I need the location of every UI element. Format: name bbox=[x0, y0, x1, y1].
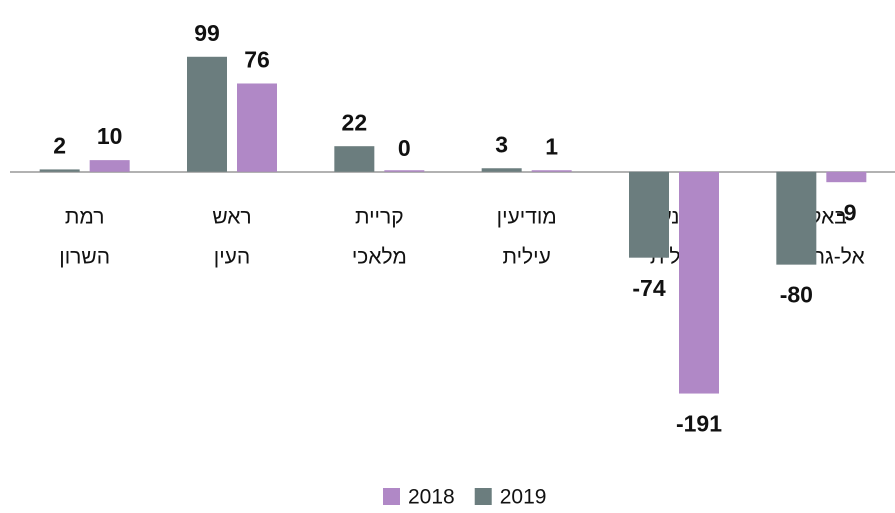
value-label: -191 bbox=[676, 411, 722, 437]
value-label: 76 bbox=[244, 47, 270, 73]
value-label: -74 bbox=[632, 275, 665, 301]
bar bbox=[679, 171, 719, 394]
legend-label: 2018 bbox=[408, 486, 455, 509]
x-tick-label: קריית bbox=[355, 206, 404, 229]
bar bbox=[776, 171, 817, 265]
value-label: 0 bbox=[398, 135, 411, 161]
x-tick-label: העין bbox=[214, 246, 250, 269]
x-tick-label: עילית bbox=[502, 246, 550, 269]
value-label: 22 bbox=[342, 109, 368, 135]
x-tick-label: השרון bbox=[59, 246, 110, 269]
bar bbox=[826, 171, 867, 183]
value-label: 10 bbox=[97, 123, 123, 149]
x-tick-label: רמת bbox=[65, 206, 105, 229]
value-label: -9 bbox=[836, 199, 856, 225]
value-label: 3 bbox=[495, 131, 508, 157]
bar bbox=[481, 168, 522, 172]
bar bbox=[531, 170, 572, 172]
legend-swatch bbox=[383, 488, 400, 505]
bar bbox=[89, 160, 130, 172]
legend-swatch bbox=[474, 488, 492, 505]
bar bbox=[384, 170, 425, 172]
bar bbox=[334, 146, 375, 172]
legend-label: 2019 bbox=[500, 486, 547, 509]
value-label: 2 bbox=[53, 132, 66, 158]
value-label: 1 bbox=[545, 134, 558, 160]
x-tick-label: ראש bbox=[212, 206, 251, 229]
bar bbox=[39, 169, 80, 172]
value-label: -80 bbox=[780, 282, 813, 308]
bar bbox=[187, 56, 227, 172]
value-label: 99 bbox=[194, 20, 220, 46]
bar bbox=[237, 83, 277, 172]
bar bbox=[629, 171, 669, 258]
x-tick-label: מודיעין bbox=[497, 206, 557, 229]
x-tick-label: מלאכי bbox=[352, 246, 407, 269]
